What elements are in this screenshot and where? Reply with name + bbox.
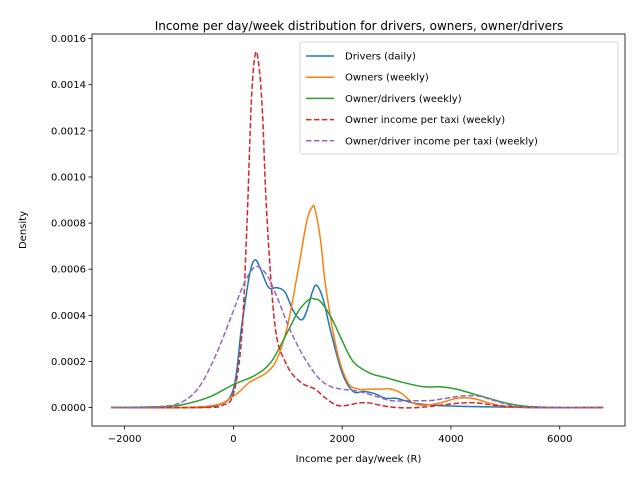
plot-area-frame: [91, 33, 626, 427]
legend-entry-4: Owner income per taxi (weekly): [345, 115, 505, 126]
y-tick-label: 0.0006: [51, 265, 86, 276]
legend-entry-1: Drivers (daily): [345, 52, 416, 63]
series-lines: [111, 50, 604, 409]
series-line-4: [111, 50, 604, 409]
y-tick-label: 0.0014: [51, 80, 86, 91]
legend: Drivers (daily) Owners (weekly) Owner/driv…: [299, 41, 619, 155]
legend-entry-3: Owner/drivers (weekly): [345, 94, 462, 105]
y-tick-label: 0.0000: [51, 403, 86, 414]
x-axis-ticks: −2000 0 2000 4000 6000: [108, 426, 572, 445]
y-tick-label: 0.0004: [51, 311, 86, 322]
series-line-1: [111, 259, 604, 409]
series-line-2: [111, 204, 604, 409]
x-tick-label: 0: [230, 434, 236, 445]
y-tick-label: 0.0008: [51, 219, 86, 230]
x-tick-label: −2000: [108, 434, 142, 445]
y-tick-label: 0.0016: [51, 34, 86, 45]
x-axis-label: Income per day/week (R): [296, 454, 422, 465]
x-tick-label: 2000: [329, 434, 354, 445]
x-tick-label: 4000: [438, 434, 463, 445]
y-tick-label: 0.0002: [51, 357, 86, 368]
y-axis-label: Density: [18, 211, 29, 249]
legend-entry-2: Owners (weekly): [345, 73, 429, 84]
x-tick-label: 6000: [547, 434, 572, 445]
chart-title: Income per day/week distribution for dri…: [155, 19, 564, 33]
legend-entry-5: Owner/driver income per taxi (weekly): [345, 136, 538, 147]
legend-frame: [299, 41, 619, 155]
series-line-5: [111, 265, 604, 409]
y-tick-label: 0.0010: [51, 172, 86, 183]
y-axis-ticks: 0.0000 0.0002 0.0004 0.0006 0.0008 0.0010 0.00…: [51, 34, 92, 414]
y-tick-label: 0.0012: [51, 126, 86, 137]
